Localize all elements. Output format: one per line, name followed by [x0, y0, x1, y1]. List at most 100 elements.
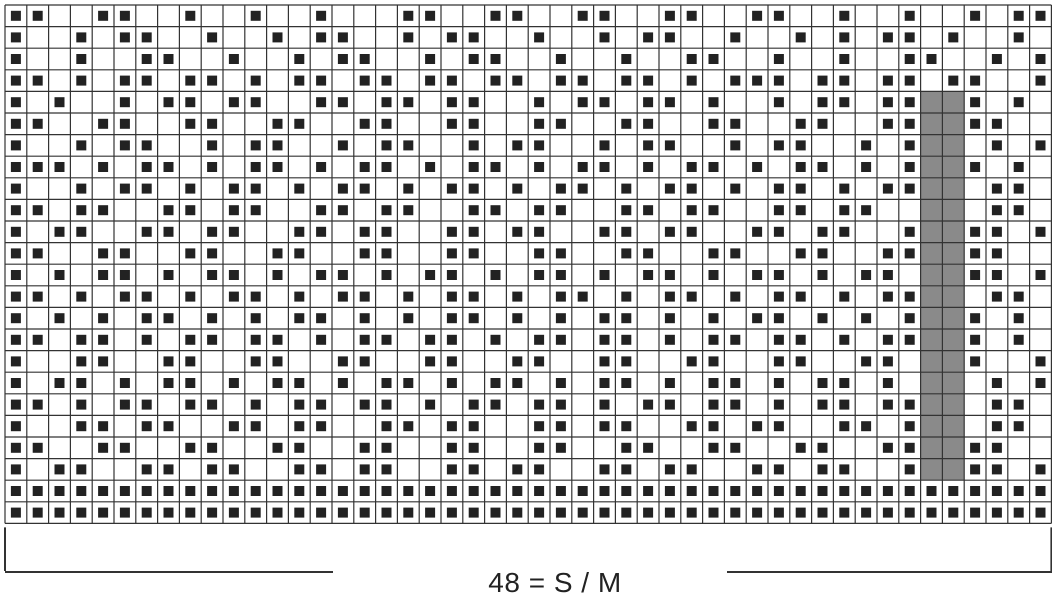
filled-stitch [512, 378, 523, 388]
filled-stitch [316, 334, 327, 345]
filled-stitch [839, 54, 850, 64]
filled-stitch [119, 248, 130, 259]
filled-stitch [10, 399, 21, 410]
filled-stitch [207, 486, 218, 496]
filled-stitch [163, 356, 174, 367]
filled-stitch [882, 507, 893, 518]
filled-stitch [991, 205, 1002, 216]
filled-stitch [730, 378, 741, 388]
filled-stitch [10, 75, 21, 86]
filled-stitch [141, 75, 152, 86]
filled-stitch [316, 421, 327, 432]
filled-stitch [98, 205, 109, 216]
filled-stitch [839, 464, 850, 475]
filled-stitch [490, 399, 501, 410]
filled-stitch [228, 464, 239, 475]
filled-stitch [207, 140, 218, 151]
filled-stitch [272, 248, 283, 259]
filled-stitch [534, 334, 545, 345]
filled-stitch [54, 464, 65, 475]
filled-stitch [185, 378, 196, 388]
filled-stitch [752, 313, 763, 324]
filled-stitch [643, 32, 654, 43]
filled-stitch [970, 356, 981, 367]
filled-stitch [250, 486, 261, 496]
filled-stitch [882, 399, 893, 410]
filled-stitch [250, 140, 261, 151]
filled-stitch [664, 140, 675, 151]
filled-stitch [381, 75, 392, 86]
filled-stitch [446, 291, 457, 302]
filled-stitch [839, 75, 850, 86]
filled-stitch [425, 399, 436, 410]
filled-stitch [621, 507, 632, 518]
filled-stitch [316, 226, 327, 237]
filled-stitch [272, 270, 283, 280]
filled-stitch [534, 226, 545, 237]
filled-stitch [555, 54, 566, 64]
filled-stitch [207, 334, 218, 345]
filled-stitch [686, 507, 697, 518]
filled-stitch [381, 507, 392, 518]
filled-stitch [817, 378, 828, 388]
filled-stitch [1035, 356, 1046, 367]
filled-stitch [686, 486, 697, 496]
filled-stitch [10, 270, 21, 280]
filled-stitch [425, 270, 436, 280]
filled-stitch [664, 226, 675, 237]
filled-stitch [207, 442, 218, 453]
filled-stitch [730, 507, 741, 518]
filled-stitch [817, 507, 828, 518]
filled-stitch [141, 54, 152, 64]
filled-stitch [882, 75, 893, 86]
filled-stitch [10, 486, 21, 496]
filled-stitch [664, 10, 675, 21]
filled-stitch [904, 97, 915, 108]
filled-stitch [359, 313, 370, 324]
filled-stitch [141, 162, 152, 172]
filled-stitch [534, 248, 545, 259]
filled-stitch [795, 486, 806, 496]
filled-stitch [664, 32, 675, 43]
filled-stitch [708, 205, 719, 216]
filled-stitch [141, 334, 152, 345]
filled-stitch [664, 313, 675, 324]
filled-stitch [207, 507, 218, 518]
filled-stitch [10, 248, 21, 259]
filled-stitch [359, 118, 370, 129]
filled-stitch [795, 205, 806, 216]
filled-stitch [534, 205, 545, 216]
size-label: 48 = S / M [488, 567, 622, 598]
filled-stitch [10, 442, 21, 453]
filled-stitch [294, 486, 305, 496]
filled-stitch [882, 248, 893, 259]
filled-stitch [228, 205, 239, 216]
filled-stitch [98, 334, 109, 345]
filled-stitch [621, 378, 632, 388]
filled-stitch [795, 162, 806, 172]
filled-stitch [316, 10, 327, 21]
filled-stitch [76, 464, 87, 475]
filled-stitch [337, 507, 348, 518]
filled-stitch [207, 32, 218, 43]
filled-stitch [10, 118, 21, 129]
filled-stitch [294, 507, 305, 518]
filled-stitch [948, 75, 959, 86]
filled-stitch [1035, 140, 1046, 151]
filled-stitch [381, 97, 392, 108]
filled-stitch [163, 421, 174, 432]
filled-stitch [272, 378, 283, 388]
filled-stitch [882, 270, 893, 280]
filled-stitch [10, 226, 21, 237]
filled-stitch [403, 10, 414, 21]
filled-stitch [98, 421, 109, 432]
filled-stitch [272, 486, 283, 496]
filled-stitch [359, 442, 370, 453]
filled-stitch [446, 97, 457, 108]
filled-stitch [795, 140, 806, 151]
filled-stitch [882, 291, 893, 302]
filled-stitch [948, 32, 959, 43]
filled-stitch [555, 442, 566, 453]
filled-stitch [32, 248, 43, 259]
